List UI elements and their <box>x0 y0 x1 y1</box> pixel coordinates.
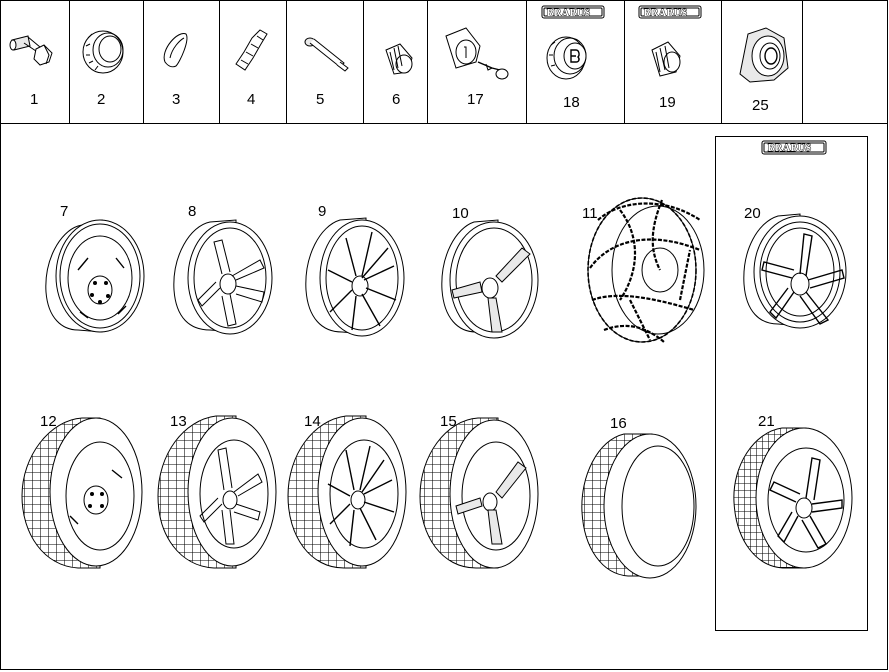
wheel-9-alloy-multi-spoke[interactable]: 9 <box>305 203 405 337</box>
part-number-label: 2 <box>97 91 105 108</box>
brabus-logo-badge: BRABUS <box>638 5 702 19</box>
valve-cap-icon <box>385 43 413 75</box>
part-5-valve[interactable]: 5 <box>304 37 349 108</box>
steel-wheel-icon <box>45 219 145 333</box>
brabus-hub-cap-icon <box>546 36 587 80</box>
part-number-label: 7 <box>60 203 68 220</box>
part-number-label: 17 <box>467 91 484 108</box>
part-number-label: 1 <box>30 91 38 108</box>
part-4-balance-weight[interactable]: 4 <box>235 29 268 108</box>
brabus-logo-badge: BRABUS <box>541 5 605 19</box>
part-number-label: 25 <box>752 97 769 114</box>
wheel-10-alloy-3-spoke[interactable]: 10 <box>441 205 539 339</box>
svg-text:BRABUS: BRABUS <box>547 8 591 19</box>
center-cover-icon <box>739 27 789 83</box>
clip-icon <box>163 33 188 68</box>
part-number-label: 15 <box>440 413 457 430</box>
wheel-11-snow-chain[interactable]: 11 <box>582 197 705 343</box>
part-number-label: 13 <box>170 413 187 430</box>
part-number-label: 3 <box>172 91 180 108</box>
brabus-wheel-icon <box>743 213 847 329</box>
wheel-13-complete-5-spoke[interactable]: 13 <box>157 413 277 569</box>
part-6-valve-cap[interactable]: 6 <box>385 43 413 108</box>
svg-text:BRABUS: BRABUS <box>768 143 812 154</box>
tire-valve-icon <box>304 37 349 72</box>
brabus-group: BRABUS <box>715 136 868 631</box>
part-number-label: 19 <box>659 94 676 111</box>
part-18-brabus-hub-cap[interactable]: BRABUS 18 <box>541 5 605 111</box>
wheel-21-complete-brabus[interactable]: 21 <box>733 413 853 569</box>
part-number-label: 5 <box>316 91 324 108</box>
part-number-label: 11 <box>582 205 598 222</box>
wheel-12-complete-steel[interactable]: 12 <box>21 413 143 569</box>
part-1-wheel-bolt[interactable]: 1 <box>9 35 53 108</box>
part-number-label: 6 <box>392 91 400 108</box>
svg-text:BRABUS: BRABUS <box>644 8 688 19</box>
hub-cap-icon <box>82 30 124 74</box>
part-number-label: 16 <box>610 415 627 432</box>
complete-wheel-3-spoke-icon <box>419 417 539 569</box>
part-number-label: 9 <box>318 203 326 220</box>
part-number-label: 8 <box>188 203 196 220</box>
part-number-label: 14 <box>304 413 321 430</box>
wheel-8-alloy-5-spoke[interactable]: 8 <box>173 203 273 335</box>
alloy-wheel-5-spoke-icon <box>173 219 273 335</box>
top-parts-strip <box>0 0 888 124</box>
part-number-label: 20 <box>744 205 761 222</box>
complete-wheel-multi-spoke-icon <box>287 415 407 569</box>
part-number-label: 10 <box>452 205 469 222</box>
part-17-lock-set[interactable]: 17 <box>445 27 509 108</box>
part-3-clip[interactable]: 3 <box>163 33 188 108</box>
wheel-15-complete-3-spoke[interactable]: 15 <box>419 413 539 569</box>
part-number-label: 12 <box>40 413 57 430</box>
complete-wheel-steel-icon <box>21 417 143 569</box>
brabus-logo-badge: BRABUS <box>761 140 827 155</box>
alloy-wheel-3-spoke-icon <box>441 219 539 339</box>
alloy-wheel-multi-spoke-icon <box>305 217 405 337</box>
complete-brabus-wheel-icon <box>733 427 853 569</box>
lock-and-key-icon <box>445 27 509 80</box>
snow-chain-icon <box>587 197 705 343</box>
wheel-16-tire[interactable]: 16 <box>581 415 697 579</box>
brabus-valve-cap-icon <box>651 41 681 77</box>
main-area-frame <box>0 124 888 670</box>
wheel-20-brabus[interactable]: 20 <box>743 205 847 329</box>
part-25-center-cover[interactable]: 25 <box>739 27 789 114</box>
wheel-7-steel[interactable]: 7 <box>45 203 145 333</box>
balance-weight-icon <box>235 29 268 71</box>
part-2-hub-cap[interactable]: 2 <box>82 30 124 108</box>
wheel-bolt-icon <box>9 35 53 66</box>
part-number-label: 18 <box>563 94 580 111</box>
tire-icon <box>581 433 697 579</box>
part-number-label: 21 <box>758 413 775 430</box>
part-number-label: 4 <box>247 91 255 108</box>
complete-wheel-5-spoke-icon <box>157 415 277 569</box>
wheel-14-complete-multi-spoke[interactable]: 14 <box>287 413 407 569</box>
part-19-brabus-valve-cap[interactable]: BRABUS 19 <box>638 5 702 111</box>
